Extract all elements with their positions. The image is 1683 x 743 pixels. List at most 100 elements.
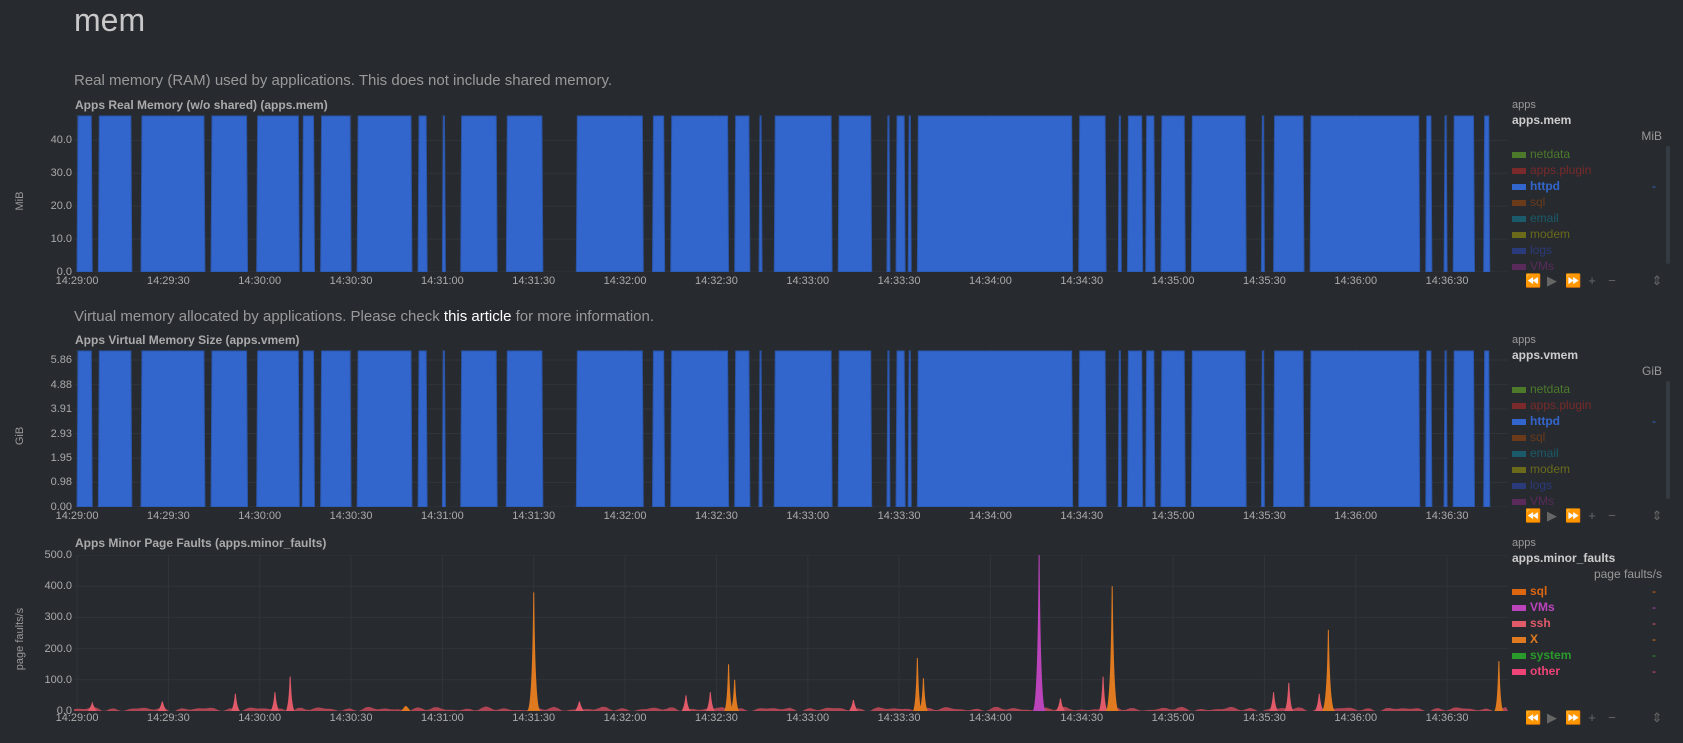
area-segment-httpd bbox=[256, 350, 300, 507]
play-icon[interactable]: ▶ bbox=[1547, 710, 1557, 725]
fast-forward-icon[interactable]: ⏩ bbox=[1565, 508, 1582, 523]
this-article-link[interactable]: this article bbox=[443, 308, 512, 325]
legend-scrollbar[interactable] bbox=[1666, 146, 1670, 264]
legend-swatch bbox=[1512, 451, 1526, 457]
legend-swatch bbox=[1512, 499, 1526, 505]
minor-faults-chart[interactable]: Apps Minor Page Faults (apps.minor_fault… bbox=[0, 536, 1683, 731]
x-axis-labels: 14:29:00 14:29:30 14:30:00 14:30:30 14:31:00… bbox=[56, 275, 1508, 289]
legend-item[interactable]: apps.plugin bbox=[1512, 397, 1656, 413]
legend-item[interactable]: VMs - bbox=[1512, 599, 1656, 615]
mem-description: Real memory (RAM) used by applications. … bbox=[74, 72, 613, 89]
legend-item-value: - bbox=[1652, 600, 1656, 614]
area-segment-httpd bbox=[1452, 115, 1476, 272]
play-icon[interactable]: ▶ bbox=[1547, 508, 1557, 523]
area-segment-httpd bbox=[210, 350, 249, 507]
rewind-icon[interactable]: ⏪ bbox=[1525, 508, 1542, 523]
x-tick-label: 14:35:00 bbox=[1151, 510, 1195, 522]
legend-item[interactable]: VMs bbox=[1512, 493, 1656, 509]
legend-item-label: apps.plugin bbox=[1530, 398, 1592, 412]
legend-units: MiB bbox=[1641, 129, 1662, 143]
spike-x bbox=[526, 592, 541, 711]
legend-swatch bbox=[1512, 435, 1526, 441]
legend-item[interactable]: logs bbox=[1512, 477, 1656, 493]
x-tick-label: 14:33:00 bbox=[786, 275, 830, 287]
zoom-in-icon[interactable]: + bbox=[1588, 508, 1596, 523]
y-tick-label: 3.91 bbox=[50, 402, 72, 415]
area-segment-httpd bbox=[1273, 350, 1305, 507]
legend-item[interactable]: modem bbox=[1512, 461, 1656, 477]
legend-item[interactable]: httpd - bbox=[1512, 178, 1656, 194]
area-segment-httpd bbox=[1309, 115, 1421, 272]
legend-item[interactable]: netdata bbox=[1512, 381, 1656, 397]
x-tick-label: 14:35:00 bbox=[1151, 275, 1195, 287]
x-tick-label: 14:33:00 bbox=[786, 510, 830, 522]
chart-svg bbox=[74, 349, 1508, 507]
legend-item[interactable]: VMs bbox=[1512, 258, 1656, 274]
area-segment-httpd bbox=[441, 350, 446, 507]
legend-swatch bbox=[1512, 387, 1526, 393]
legend-item[interactable]: other - bbox=[1512, 663, 1656, 679]
legend-item-value: - bbox=[1652, 414, 1656, 428]
area-segment-httpd bbox=[575, 350, 644, 507]
y-tick-label: 4.88 bbox=[50, 378, 72, 391]
legend-item[interactable]: sql bbox=[1512, 429, 1656, 445]
zoom-out-icon[interactable]: − bbox=[1608, 273, 1616, 288]
plot-area[interactable] bbox=[74, 555, 1508, 711]
legend-item[interactable]: X- bbox=[1512, 631, 1656, 647]
area-segment-httpd bbox=[460, 115, 498, 272]
rewind-icon[interactable]: ⏪ bbox=[1525, 273, 1542, 288]
legend-scrollbar[interactable] bbox=[1666, 381, 1670, 499]
legend-item[interactable]: sql - bbox=[1512, 583, 1656, 599]
resize-icon[interactable]: ⇕ bbox=[1651, 710, 1663, 725]
legend-item[interactable]: apps.plugin bbox=[1512, 162, 1656, 178]
area-segment-httpd bbox=[301, 115, 316, 272]
resize-icon[interactable]: ⇕ bbox=[1651, 508, 1663, 523]
legend-item-label: apps.plugin bbox=[1530, 163, 1592, 177]
area-segment-httpd bbox=[441, 115, 446, 272]
vmem-chart[interactable]: Apps Virtual Memory Size (apps.vmem) GiB… bbox=[0, 333, 1683, 523]
area-segment-httpd bbox=[140, 350, 206, 507]
chart-title: Apps Real Memory (w/o shared) (apps.mem) bbox=[75, 98, 328, 112]
y-axis-labels: 0.00 0.98 1.95 2.93 3.91 4.88 5.86 bbox=[0, 349, 72, 513]
legend-item[interactable]: system - bbox=[1512, 647, 1656, 663]
zoom-out-icon[interactable]: − bbox=[1608, 710, 1616, 725]
legend-item[interactable]: email bbox=[1512, 445, 1656, 461]
x-tick-label: 14:31:30 bbox=[512, 510, 556, 522]
legend-item-label: netdata bbox=[1530, 382, 1571, 396]
rewind-icon[interactable]: ⏪ bbox=[1525, 710, 1542, 725]
legend-item-label: modem bbox=[1530, 227, 1571, 241]
area-segment-httpd bbox=[651, 350, 666, 507]
x-tick-label: 14:30:00 bbox=[238, 510, 282, 522]
spike-ssh bbox=[285, 676, 295, 711]
legend-item-label: modem bbox=[1530, 462, 1571, 476]
area-segment-httpd bbox=[417, 115, 428, 272]
legend-item[interactable]: netdata bbox=[1512, 146, 1656, 162]
chart-title: Apps Virtual Memory Size (apps.vmem) bbox=[75, 333, 300, 347]
plot-area[interactable] bbox=[74, 349, 1508, 507]
legend-swatch bbox=[1512, 669, 1526, 675]
area-segment-httpd bbox=[1273, 115, 1305, 272]
legend-item[interactable]: ssh - bbox=[1512, 615, 1656, 631]
zoom-in-icon[interactable]: + bbox=[1588, 273, 1596, 288]
area-segment-httpd bbox=[1117, 350, 1122, 507]
chart-toolbar: ⏪ ▶ ⏩ + − ⇕ bbox=[1525, 711, 1671, 725]
legend-context: apps bbox=[1512, 99, 1536, 111]
area-segment-httpd bbox=[1443, 350, 1448, 507]
y-tick-label: 0.0 bbox=[56, 705, 72, 717]
fast-forward-icon[interactable]: ⏩ bbox=[1565, 273, 1582, 288]
legend-item[interactable]: sql bbox=[1512, 194, 1656, 210]
zoom-out-icon[interactable]: − bbox=[1608, 508, 1616, 523]
x-tick-label: 14:31:30 bbox=[512, 275, 556, 287]
legend-item[interactable]: email bbox=[1512, 210, 1656, 226]
x-tick-label: 14:30:30 bbox=[329, 510, 373, 522]
mem-chart[interactable]: Apps Real Memory (w/o shared) (apps.mem)… bbox=[0, 98, 1683, 288]
legend-item[interactable]: logs bbox=[1512, 242, 1656, 258]
zoom-in-icon[interactable]: + bbox=[1588, 710, 1596, 725]
legend-item[interactable]: httpd - bbox=[1512, 413, 1656, 429]
play-icon[interactable]: ▶ bbox=[1547, 273, 1557, 288]
fast-forward-icon[interactable]: ⏩ bbox=[1565, 710, 1582, 725]
legend-item[interactable]: modem bbox=[1512, 226, 1656, 242]
legend-item-value: - bbox=[1652, 584, 1656, 598]
resize-icon[interactable]: ⇕ bbox=[1651, 273, 1663, 288]
plot-area[interactable] bbox=[74, 114, 1508, 272]
